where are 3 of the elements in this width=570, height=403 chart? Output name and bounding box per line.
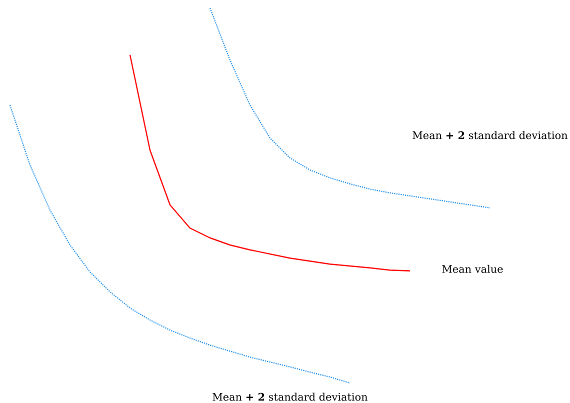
annotation: Mean + 2 standard deviation — [412, 131, 568, 140]
annotation: Mean value — [442, 264, 503, 273]
text: Mean + 2 standard deviation — [212, 392, 368, 401]
